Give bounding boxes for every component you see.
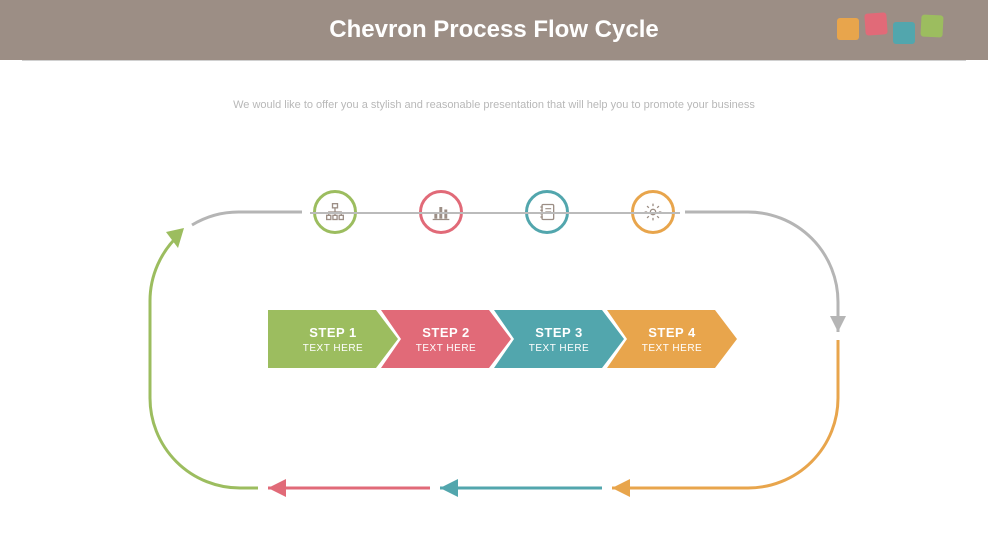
chevron-step-1: STEP 1 TEXT HERE (268, 310, 398, 368)
page-title: Chevron Process Flow Cycle (329, 16, 658, 44)
process-cycle-diagram: STEP 1 TEXT HERE STEP 2 TEXT HERE STEP 3… (0, 140, 988, 540)
header-accent-squares (837, 18, 943, 40)
chevron-step-label: STEP 2 (416, 325, 476, 340)
chevron-row: STEP 1 TEXT HERE STEP 2 TEXT HERE STEP 3… (268, 310, 720, 368)
chevron-sub-label: TEXT HERE (642, 343, 702, 354)
chevron-step-label: STEP 3 (529, 325, 589, 340)
chevron-sub-label: TEXT HERE (416, 343, 476, 354)
accent-square (864, 12, 887, 35)
chevron-step-3: STEP 3 TEXT HERE (494, 310, 624, 368)
header-bar: Chevron Process Flow Cycle (0, 0, 988, 60)
chevron-step-4: STEP 4 TEXT HERE (607, 310, 737, 368)
accent-square (920, 14, 943, 37)
accent-square (893, 22, 915, 44)
subtitle-text: We would like to offer you a stylish and… (0, 99, 988, 111)
header-divider (22, 60, 966, 61)
chevron-step-2: STEP 2 TEXT HERE (381, 310, 511, 368)
chevron-sub-label: TEXT HERE (529, 343, 589, 354)
chevron-step-label: STEP 4 (642, 325, 702, 340)
chevron-sub-label: TEXT HERE (303, 343, 363, 354)
chevron-step-label: STEP 1 (303, 325, 363, 340)
icon-connector-line (310, 212, 680, 214)
accent-square (837, 18, 859, 40)
